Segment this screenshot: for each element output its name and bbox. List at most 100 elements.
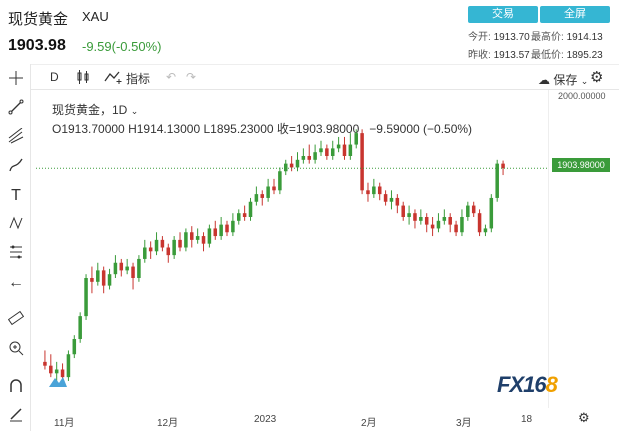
brush-icon[interactable] [6, 157, 26, 177]
chart-legend-ohlc: O1913.70000 H1914.13000 L1895.23000 收=19… [52, 120, 472, 137]
candle [231, 213, 235, 237]
candle-body [383, 194, 388, 202]
ruler-icon[interactable] [6, 310, 26, 330]
candle [49, 354, 53, 378]
candle-body [407, 213, 411, 217]
crosshair-icon[interactable] [6, 70, 26, 90]
candle [190, 226, 194, 248]
undo-icon[interactable]: ↶ [166, 70, 177, 84]
candlestick-chart[interactable] [36, 90, 549, 408]
candle-type-icon[interactable] [76, 69, 90, 88]
candle [254, 186, 259, 206]
candle-body [260, 194, 265, 198]
candle-body [195, 236, 200, 240]
candle-body [283, 163, 288, 172]
candle-body [107, 274, 112, 286]
candle [360, 129, 364, 195]
candle [330, 140, 335, 160]
candle-body [90, 278, 94, 282]
candle [436, 213, 441, 233]
candle [430, 217, 435, 237]
candle-body [389, 197, 394, 202]
candle-body [395, 197, 400, 206]
candle-body [477, 213, 482, 233]
back-arrow-icon[interactable]: ← [8, 274, 24, 291]
interval-selector[interactable]: D [50, 70, 59, 84]
lock-pencil-icon[interactable] [6, 406, 26, 426]
candle [313, 144, 317, 164]
candle [213, 220, 218, 240]
drawing-toolbar: T ← [0, 64, 31, 431]
magnet-icon[interactable] [6, 378, 26, 398]
x-tick-label: 3月 [456, 418, 472, 429]
fullscreen-button[interactable]: 全屏 [540, 6, 610, 23]
settings-gear-icon[interactable]: ⚙ [590, 69, 604, 86]
candle-body [448, 217, 452, 225]
candle [442, 209, 447, 225]
candle [131, 262, 135, 290]
candle [413, 209, 417, 229]
candle-body [342, 144, 347, 156]
candle [43, 350, 47, 370]
candle [266, 178, 270, 202]
candle [307, 144, 312, 164]
trade-button[interactable]: 交易 [468, 6, 538, 23]
candle [225, 220, 229, 237]
redo-icon[interactable]: ↷ [186, 70, 197, 84]
candle [66, 350, 71, 381]
candle [113, 255, 118, 278]
pattern-icon[interactable] [6, 215, 26, 235]
chevron-down-icon[interactable]: ⌄ [130, 106, 139, 116]
candle-body [454, 224, 458, 233]
candle-body [330, 148, 335, 156]
zoom-in-icon[interactable] [6, 340, 26, 360]
candle [72, 335, 77, 359]
candle-body [401, 205, 405, 217]
indicators-icon[interactable] [104, 69, 124, 88]
candle-body [471, 205, 476, 214]
candle-body [119, 262, 124, 271]
x-tick-label: 18 [521, 414, 533, 425]
candle-body [419, 217, 423, 221]
y-axis-top-label: 2000.00000 [558, 91, 606, 101]
legend-change: −9.59000 (−0.50%) [369, 122, 473, 136]
candle-body [442, 217, 447, 221]
candle-body [430, 224, 435, 229]
candle-body [137, 258, 141, 278]
candle [278, 167, 282, 195]
candle [201, 232, 206, 252]
candle [154, 232, 159, 256]
candle-body [348, 144, 353, 156]
candle [454, 220, 458, 237]
legend-symbol: 现货黄金，1D [52, 103, 128, 117]
instrument-title: 现货黄金 [8, 11, 69, 28]
candle-body [72, 339, 77, 355]
candle [160, 236, 165, 252]
candle-body [460, 217, 464, 233]
save-button[interactable]: ☁ 保存 ⌄ [538, 71, 588, 88]
axis-settings-gear-icon[interactable]: ⚙ [578, 410, 590, 425]
indicators-button[interactable]: 指标 [126, 72, 151, 86]
fib-tool-icon[interactable] [6, 127, 26, 148]
candle-body [96, 270, 100, 282]
candle-body [489, 197, 494, 229]
candle [348, 133, 353, 160]
candle-body [219, 224, 223, 237]
candle [178, 232, 182, 252]
candle [319, 140, 323, 156]
text-tool-icon[interactable]: T [11, 187, 21, 204]
candle-body [101, 270, 106, 286]
candle-body [266, 186, 270, 198]
chevron-down-icon: ⌄ [580, 76, 589, 86]
candle [148, 241, 153, 259]
trend-line-icon[interactable] [6, 99, 26, 119]
candle [125, 258, 129, 275]
candle-body [483, 228, 488, 233]
chart-legend-title: 现货黄金，1D ⌄ [52, 101, 138, 118]
candle [466, 201, 470, 221]
candle-body [424, 217, 429, 225]
candle-body [495, 163, 499, 198]
x-tick-label: 2月 [361, 418, 377, 429]
candle-body [66, 354, 71, 378]
measure-icon[interactable] [6, 244, 26, 264]
